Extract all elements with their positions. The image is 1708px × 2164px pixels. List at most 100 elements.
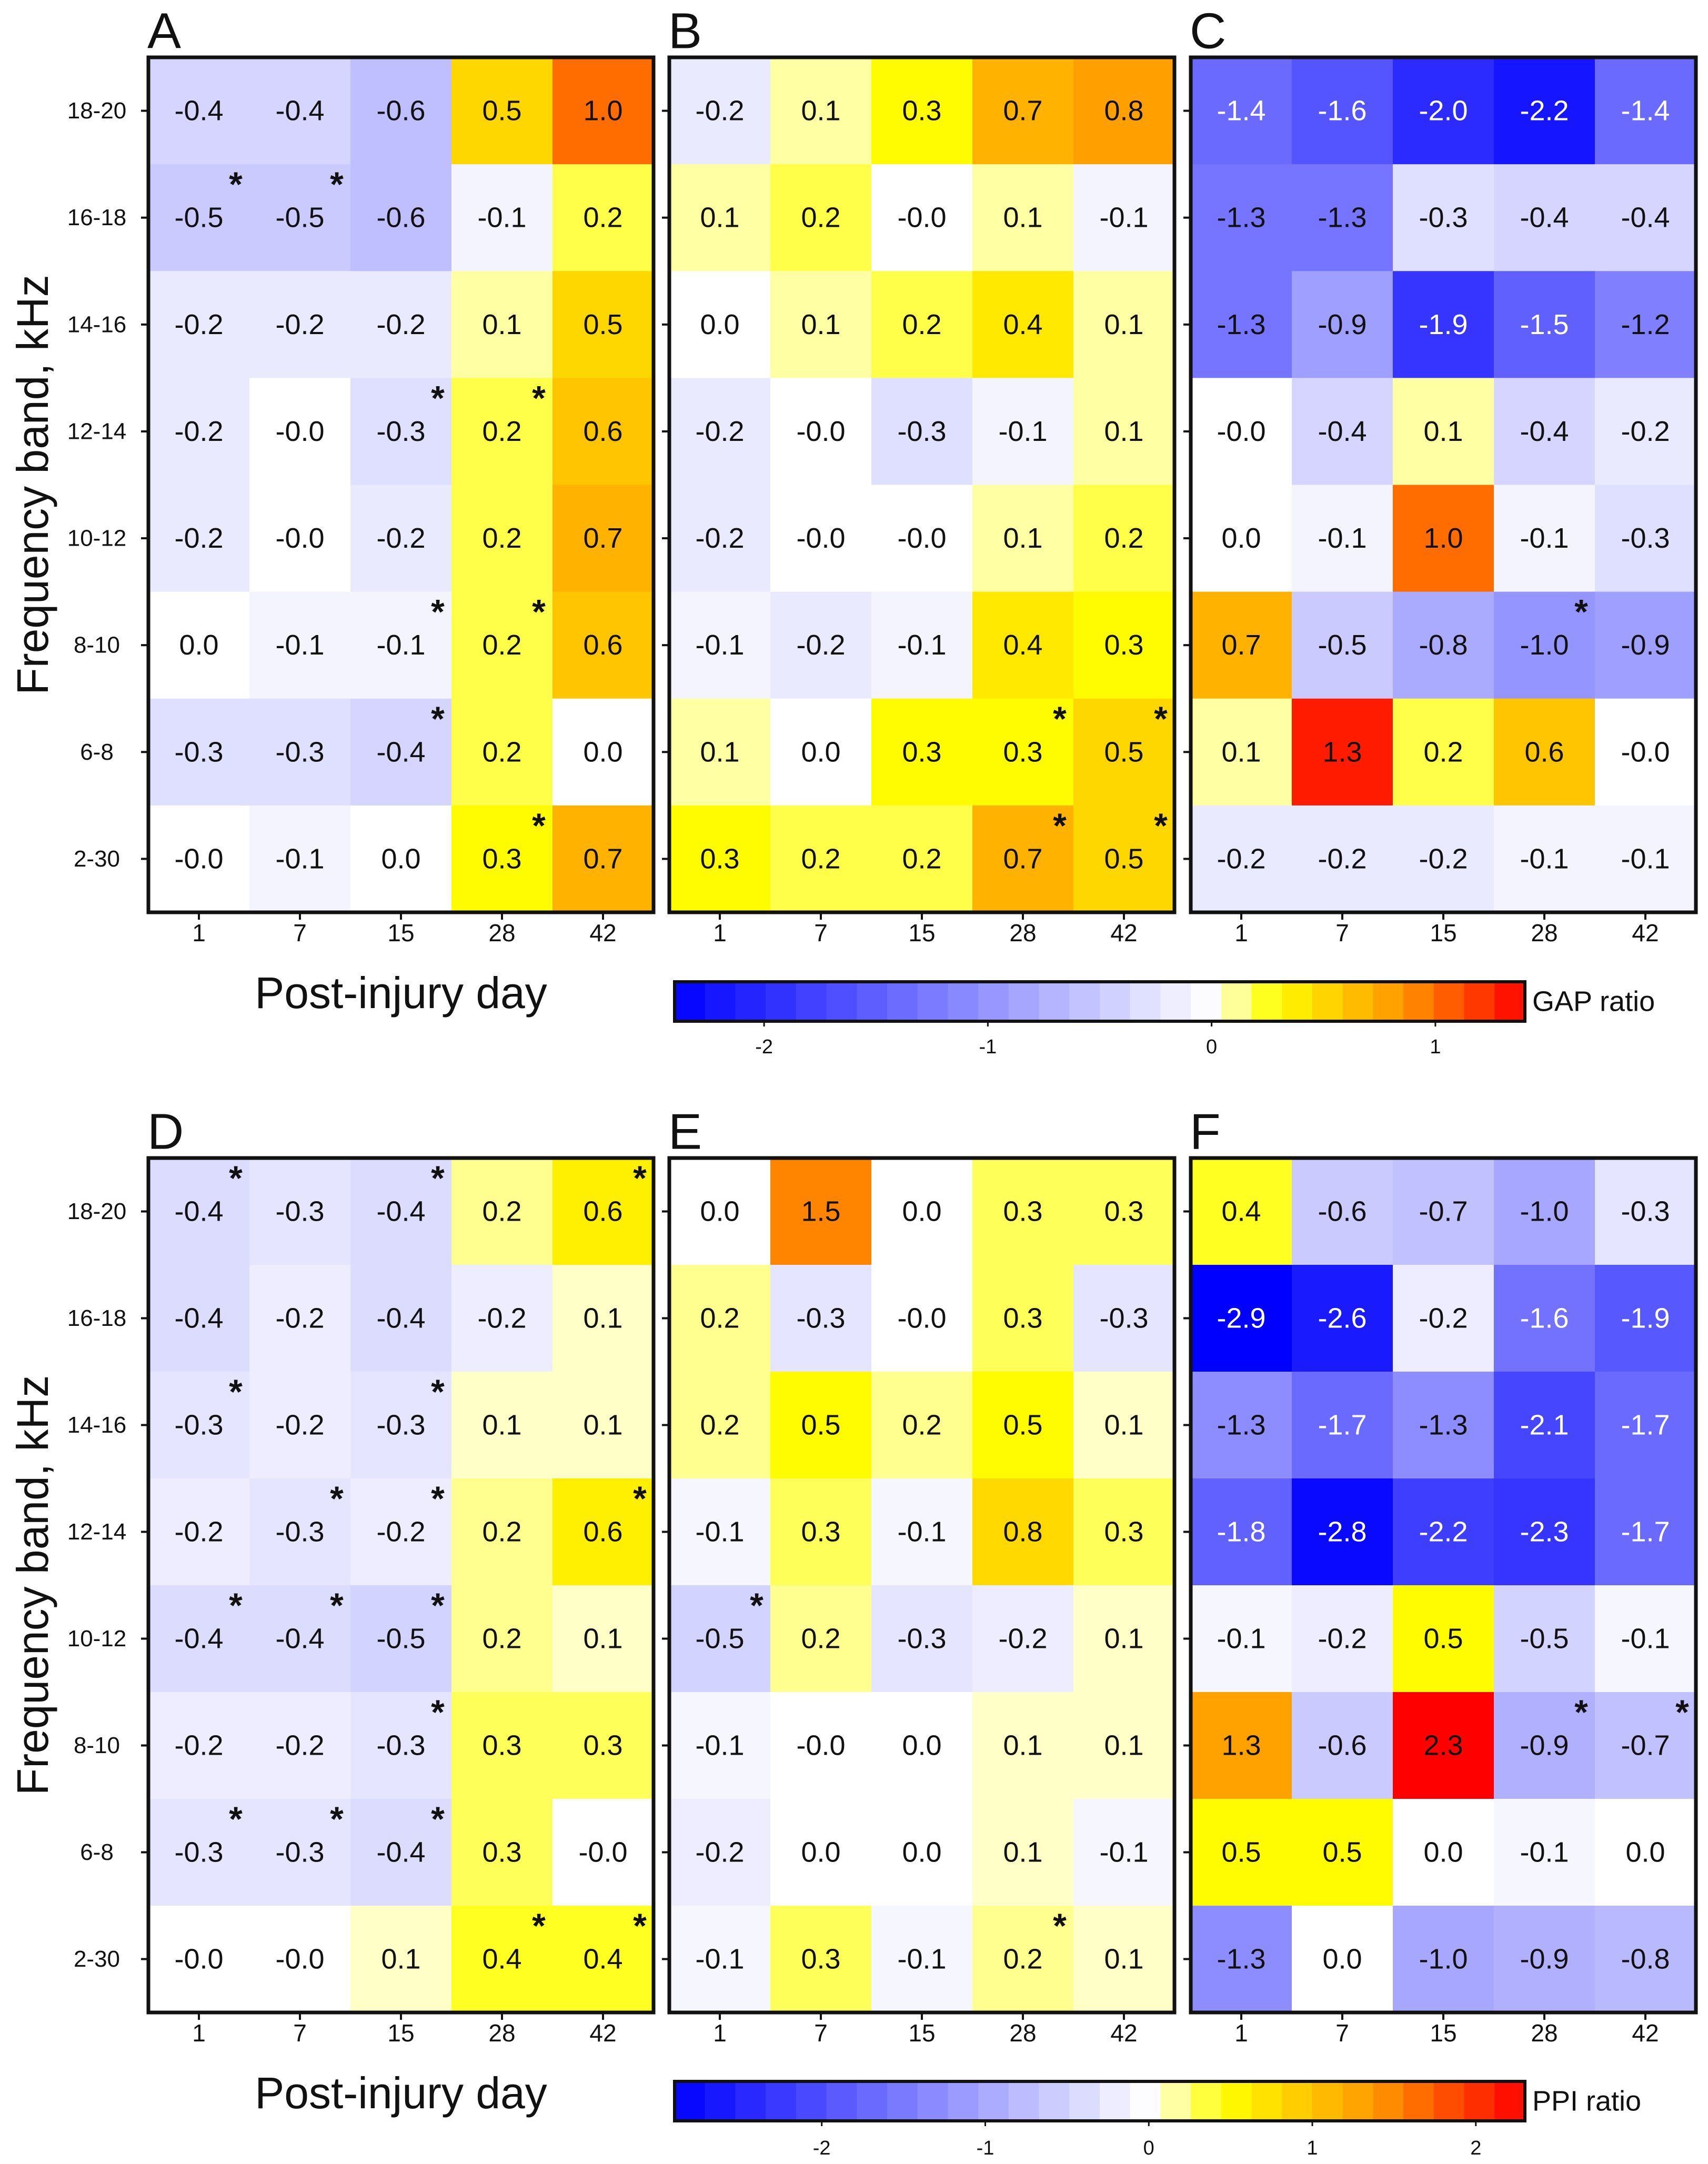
colorbar-segment [857,2081,888,2121]
heatmap-cell [669,1372,771,1479]
colorbar-label: GAP ratio [1532,986,1655,1018]
heatmap-cell [1393,591,1494,699]
heatmap-cell [1191,1692,1292,1799]
heatmap-cell [148,1906,250,2013]
cell-value: -0.3 [275,736,324,768]
significance-star: * [330,1586,344,1625]
cell-value: -0.0 [897,1303,946,1334]
heatmap-cell [451,1478,553,1586]
heatmap-cell [552,1906,654,2013]
significance-star: * [633,1479,647,1518]
heatmap-cell [1595,1585,1696,1693]
cell-value: -0.3 [1099,1303,1148,1334]
colorbar-segment [1251,2081,1282,2121]
colorbar-segment [766,982,797,1021]
significance-star: * [431,1372,445,1411]
colorbar-tick-label: 2 [1470,2137,1481,2159]
colorbar-segment [735,982,766,1021]
y-tick-label: 18-20 [67,1199,127,1224]
cell-value: -0.1 [1520,843,1569,874]
heatmap-cell [1191,1585,1292,1693]
heatmap-cell [669,1265,771,1372]
heatmap-cell [1595,1799,1696,1906]
heatmap-cell [148,591,250,699]
heatmap-cell [249,1906,351,2013]
cell-value: -0.2 [796,629,845,661]
x-tick-label: 28 [1009,2019,1036,2047]
heatmap-cell [871,1799,973,1906]
heatmap-cell [770,1799,872,1906]
heatmap-cell [972,1906,1074,2013]
heatmap-cell [1595,485,1696,592]
cell-value: 1.0 [583,95,622,127]
x-tick-label: 15 [908,919,935,947]
heatmap-cell [669,271,771,378]
cell-value: 0.6 [583,416,622,447]
cell-value: -0.3 [174,1410,223,1441]
y-tick-label: 6-8 [80,739,114,765]
cell-value: 0.2 [482,736,521,768]
cell-value: -0.2 [275,309,324,340]
y-tick-label: 12-14 [67,1519,127,1545]
cell-value: -0.1 [695,1516,744,1548]
cell-value: -2.3 [1520,1516,1569,1548]
heatmap-cell [1073,698,1175,806]
cell-value: 0.3 [482,1730,521,1762]
heatmap-cell [770,1692,872,1799]
cell-value: 0.2 [583,202,622,234]
x-tick-label: 42 [1110,919,1137,947]
x-tick-label: 42 [589,919,616,947]
panel-letter: E [668,1104,702,1160]
cell-value: 0.0 [1322,1944,1362,1975]
cell-value: -0.4 [1318,416,1367,447]
colorbar-tick-label: -1 [979,1036,997,1058]
cell-value: -1.7 [1621,1410,1670,1441]
cell-value: -1.7 [1621,1516,1670,1548]
cell-value: -0.2 [174,522,223,554]
heatmap-cell [451,271,553,378]
heatmap-cell [552,1478,654,1586]
heatmap-cell [871,698,973,806]
heatmap-cell [1494,57,1595,165]
cell-value: -0.8 [1621,1944,1670,1975]
colorbar-segment [1342,982,1374,1021]
cell-value: -0.3 [796,1303,845,1334]
heatmap-cell [669,485,771,592]
heatmap-cell [1073,485,1175,592]
heatmap-cell [972,1265,1074,1372]
heatmap-cell [1292,1692,1393,1799]
heatmap-cell [350,164,452,271]
colorbar-frame [673,980,1526,1023]
heatmap-cell [1595,164,1696,271]
colorbar-segment [948,2081,979,2121]
heatmap-cell [451,1585,553,1693]
heatmap-cell [148,1585,250,1693]
heatmap-cell [1393,1478,1494,1586]
cell-value: -0.4 [174,95,223,127]
cell-value: 0.1 [1104,309,1143,340]
cell-value: -0.4 [1621,202,1670,234]
heatmap-cell [249,57,351,165]
cell-value: -0.2 [1318,1623,1367,1655]
heatmap-cell [1393,1372,1494,1479]
significance-star: * [229,1799,243,1838]
heatmap-cell [1191,164,1292,271]
heatmap-cell [350,57,452,165]
heatmap-cell [1393,57,1494,165]
cell-value: 0.3 [1003,1196,1042,1227]
heatmap-cell [552,271,654,378]
heatmap-cell [451,378,553,486]
heatmap-cell [1292,57,1393,165]
heatmap-cell [451,1799,553,1906]
heatmap-cell [770,1585,872,1693]
cell-value: -0.4 [376,1303,425,1334]
cell-value: 0.2 [482,1196,521,1227]
cell-value: 0.2 [902,1410,941,1441]
cell-value: 0.8 [1003,1516,1042,1548]
cell-value: 0.2 [482,629,521,661]
heatmap-cell [148,1158,250,1265]
colorbar-tick-label: 0 [1206,1036,1217,1058]
colorbar-segment [826,982,857,1021]
heatmap-cell [1191,1799,1292,1906]
heatmap-cell [669,57,771,165]
